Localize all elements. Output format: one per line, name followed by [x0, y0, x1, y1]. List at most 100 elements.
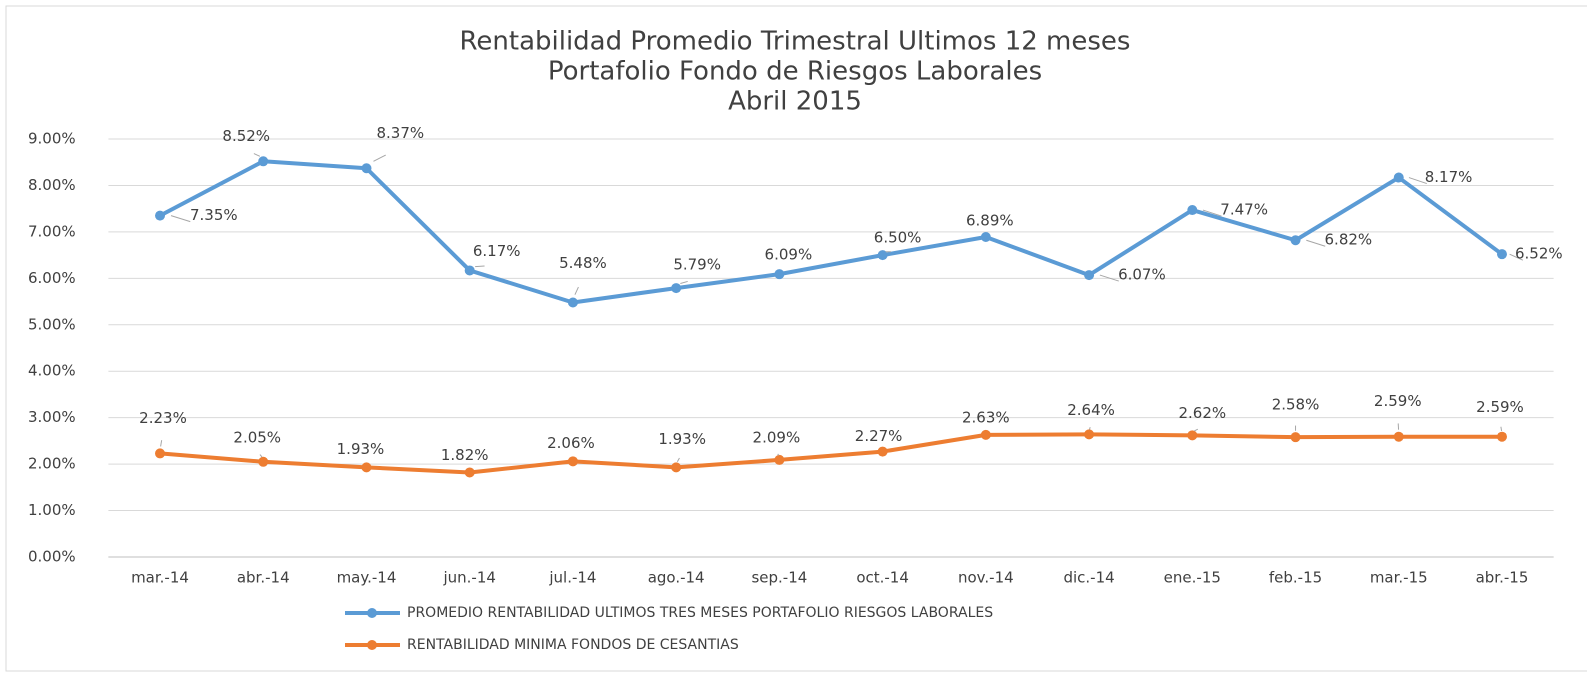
data-point [464, 467, 475, 478]
y-tick-label: 9.00% [28, 130, 76, 148]
data-label: 2.23% [139, 409, 187, 427]
x-tick-label: abr.-14 [237, 569, 290, 587]
data-point [155, 210, 166, 221]
data-point [1393, 172, 1404, 183]
data-label: 6.09% [765, 246, 813, 264]
x-tick-label: ene.-15 [1164, 569, 1221, 587]
leader-line [1194, 428, 1199, 432]
y-tick-label: 1.00% [28, 501, 76, 519]
data-label: 2.05% [233, 428, 281, 446]
x-tick-label: ago.-14 [648, 569, 705, 587]
leader-line [1408, 177, 1427, 185]
y-tick-label: 2.00% [28, 455, 76, 473]
data-label: 6.17% [473, 242, 521, 260]
chart-title: Rentabilidad Promedio Trimestral Ultimos… [460, 27, 1131, 57]
x-tick-label: jun.-14 [442, 569, 495, 587]
leader-line [1099, 274, 1119, 282]
legend-marker [367, 640, 377, 650]
data-label: 2.62% [1178, 404, 1226, 422]
chart-title: Abril 2015 [728, 87, 862, 117]
data-label: 8.17% [1425, 168, 1473, 186]
y-tick-label: 0.00% [28, 548, 76, 566]
data-label: 2.27% [855, 427, 903, 445]
data-point [877, 250, 888, 261]
data-point [1393, 431, 1404, 442]
legend-marker [367, 608, 377, 618]
y-tick-label: 8.00% [28, 176, 76, 194]
data-point [774, 269, 785, 280]
x-tick-label: mar.-14 [131, 569, 189, 587]
x-tick-label: abr.-15 [1476, 569, 1529, 587]
data-label: 2.59% [1476, 398, 1524, 416]
data-label: 1.93% [337, 440, 385, 458]
data-label: 7.35% [190, 206, 238, 224]
data-point [671, 462, 682, 473]
leader-line [777, 453, 780, 456]
data-point [1187, 430, 1198, 441]
data-label: 6.52% [1515, 245, 1563, 263]
data-point [567, 456, 578, 467]
x-tick-label: may.-14 [337, 569, 397, 587]
x-tick-label: oct.-14 [856, 569, 909, 587]
data-point [980, 429, 991, 440]
data-point [464, 265, 475, 276]
y-tick-label: 5.00% [28, 315, 76, 333]
chart-frame [5, 5, 1587, 672]
x-tick-label: feb.-15 [1269, 569, 1322, 587]
data-label: 2.63% [962, 408, 1010, 426]
series-line [159, 159, 1504, 305]
data-point [361, 163, 372, 174]
data-label: 8.37% [376, 124, 424, 142]
x-tick-label: jul.-14 [548, 569, 596, 587]
data-label: 2.64% [1067, 401, 1115, 419]
data-point [1290, 235, 1301, 246]
legend-label: PROMEDIO RENTABILIDAD ULTIMOS TRES MESES… [407, 605, 993, 621]
leader-line [475, 265, 485, 268]
data-point [980, 231, 991, 242]
data-label: 2.59% [1374, 392, 1422, 410]
data-label: 1.82% [441, 446, 489, 464]
data-label: 1.93% [658, 430, 706, 448]
leader-line [1509, 253, 1524, 261]
y-tick-label: 4.00% [28, 362, 76, 380]
leader-line [1202, 209, 1222, 217]
data-point [671, 283, 682, 294]
leader-line [253, 153, 261, 157]
data-point [1084, 429, 1095, 440]
data-label: 6.82% [1325, 231, 1373, 249]
leader-line [1088, 427, 1091, 430]
data-point [877, 446, 888, 457]
chart-title: Portafolio Fondo de Riesgos Laborales [548, 57, 1042, 87]
leader-line [160, 440, 163, 447]
data-point [258, 456, 269, 467]
series-line [159, 432, 1502, 475]
leader-line [373, 154, 386, 162]
data-point [1084, 270, 1095, 281]
data-label: 6.07% [1118, 266, 1166, 284]
data-label: 2.09% [753, 428, 801, 446]
data-label: 2.06% [547, 434, 595, 452]
leader-line [676, 457, 680, 463]
leader-line [1306, 239, 1326, 247]
x-tick-label: dic.-14 [1063, 569, 1114, 587]
leader-line [1500, 426, 1503, 431]
data-point [1187, 205, 1198, 216]
data-point [155, 448, 166, 459]
legend-label: RENTABILIDAD MINIMA FONDOS DE CESANTIAS [407, 637, 739, 653]
y-tick-label: 7.00% [28, 222, 76, 240]
x-tick-label: nov.-14 [958, 569, 1014, 587]
data-label: 8.52% [222, 127, 270, 145]
data-point [774, 454, 785, 465]
y-tick-label: 6.00% [28, 269, 76, 287]
data-label: 5.79% [673, 256, 721, 274]
leader-line [680, 280, 688, 284]
data-label: 7.47% [1220, 201, 1268, 219]
data-label: 6.50% [874, 229, 922, 247]
data-point [361, 462, 372, 473]
leader-line [259, 454, 263, 458]
data-point [1496, 249, 1507, 260]
data-point [258, 156, 269, 167]
leader-line [574, 286, 579, 295]
data-label: 2.58% [1272, 396, 1320, 414]
